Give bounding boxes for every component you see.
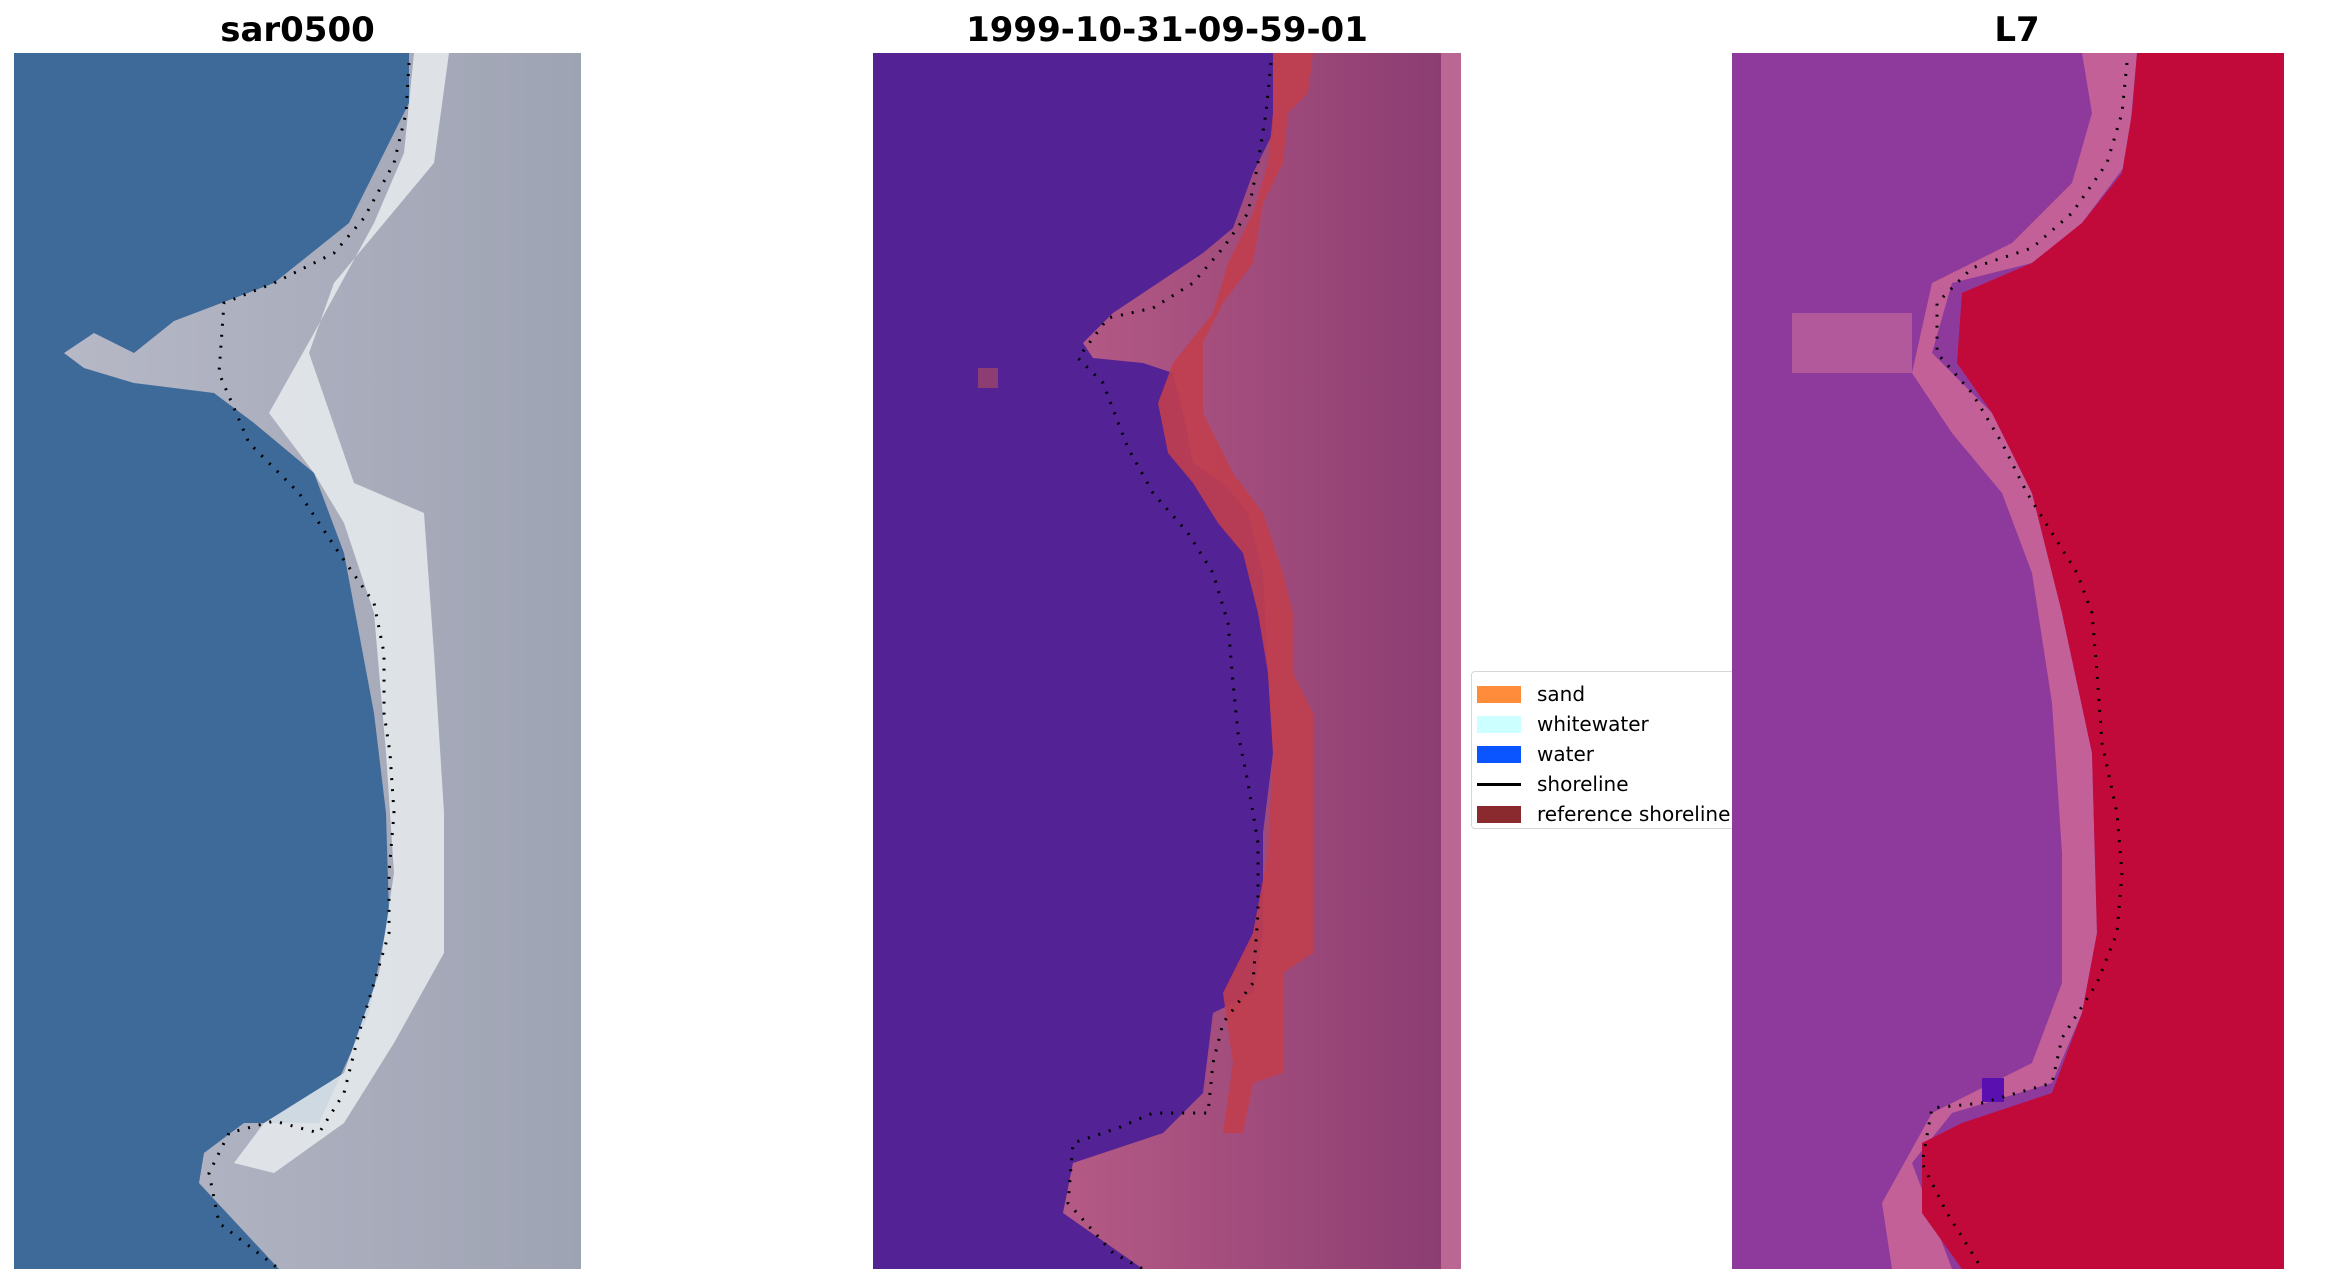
- legend-label-whitewater: whitewater: [1537, 712, 1649, 736]
- water-index-patch: [1792, 313, 1912, 373]
- image-edge-strip: [1441, 53, 1461, 1269]
- legend-line-shoreline: [1477, 782, 1521, 786]
- dark-pixel: [1982, 1078, 2004, 1102]
- panel-title-index: L7: [1994, 10, 2040, 50]
- legend-label-sand: sand: [1537, 682, 1586, 706]
- legend-item-shoreline: shoreline: [1477, 770, 1629, 798]
- legend-item-sand: sand: [1477, 680, 1585, 708]
- legend-swatch-water: [1477, 745, 1521, 763]
- legend-label-water: water: [1537, 742, 1594, 766]
- legend-item-water: water: [1477, 740, 1594, 768]
- land-area: [64, 53, 581, 1269]
- legend-item-reference-shoreline: reference shoreline: [1477, 800, 1730, 828]
- index-image-panel: [1732, 53, 2302, 1269]
- reference-shoreline-band: [1158, 53, 1313, 1133]
- legend-label-shoreline: shoreline: [1537, 772, 1629, 796]
- rgb-image-panel: [14, 53, 581, 1269]
- legend-swatch-reference-shoreline: [1477, 805, 1521, 823]
- legend: sand whitewater water shoreline referenc…: [1471, 671, 1736, 829]
- legend-swatch-sand: [1477, 685, 1521, 703]
- legend-swatch-whitewater: [1477, 715, 1521, 733]
- shoreline-dots: [1920, 62, 2129, 1269]
- land-index-area: [1922, 53, 2302, 1269]
- legend-label-reference-shoreline: reference shoreline: [1537, 802, 1731, 826]
- classification-panel: [873, 53, 1461, 1269]
- land-class-area: [1063, 53, 1441, 1269]
- panel-title-classification: 1999-10-31-09-59-01: [966, 10, 1368, 50]
- panel-title-rgb: sar0500: [220, 10, 375, 50]
- legend-item-whitewater: whitewater: [1477, 710, 1649, 738]
- sand-band: [234, 53, 449, 1173]
- misclassified-pixel: [978, 368, 998, 388]
- image-edge-strip: [2284, 53, 2302, 1269]
- shoreline-dots: [207, 62, 411, 1269]
- transition-band: [1882, 53, 2137, 1269]
